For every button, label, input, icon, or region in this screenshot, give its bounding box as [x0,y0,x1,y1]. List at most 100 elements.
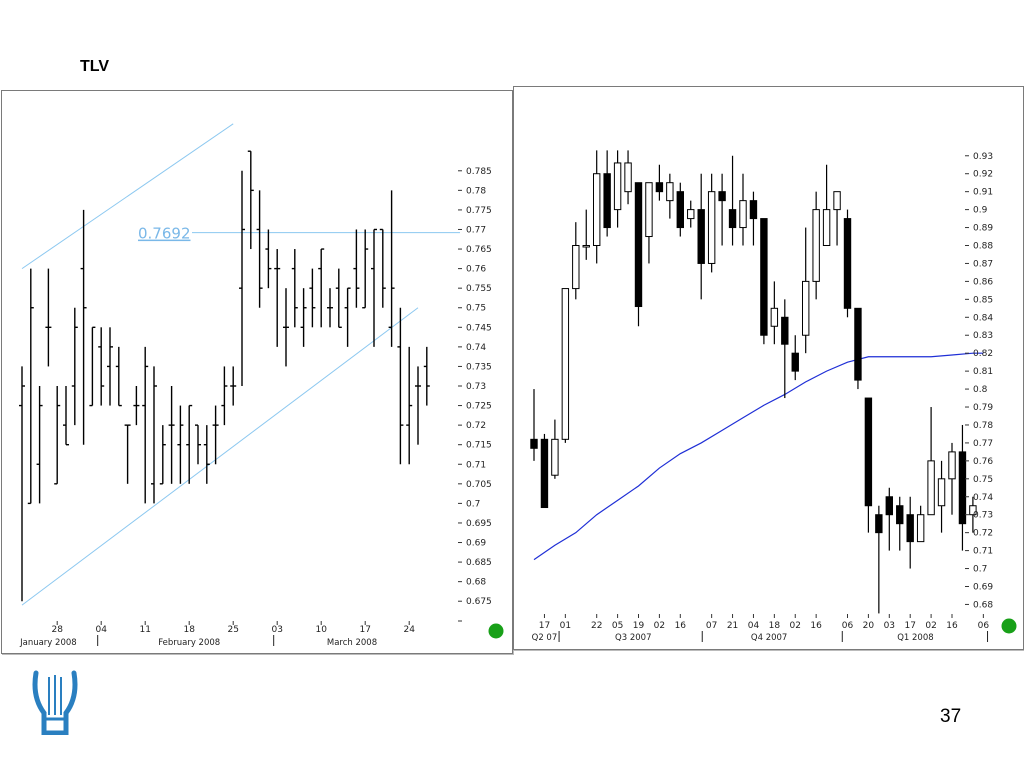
candle-body-down [843,218,852,309]
y-tick-label: 0.77 [973,439,993,449]
y-tick-label: 0.87 [973,259,993,269]
ohlc-bar [151,366,157,504]
y-tick-label: 0.785 [466,167,492,177]
candle-body-down [885,496,894,516]
candle-body-down [760,218,768,336]
y-tick-label: 0.71 [973,547,993,557]
candlestick [958,424,967,551]
candle-body-up [916,514,925,543]
x-tick-label: 20 [863,621,875,631]
candlestick [749,191,758,246]
ohlc-bar [283,288,289,367]
candle-body-down [854,307,862,381]
ohlc-bar [247,150,254,250]
candle-body-up [833,191,841,211]
period-label: Q3 2007 [615,633,651,643]
candle-body-up [937,478,946,507]
y-tick-label: 0.77 [466,225,486,235]
ohlc-bar [423,346,430,406]
candle-body-down [958,451,967,525]
candle-body-down [634,182,643,308]
y-tick-label: 0.72 [466,421,486,431]
y-tick-label: 0.76 [973,457,993,467]
ohlc-bar [45,268,52,367]
y-tick-label: 0.775 [466,206,492,216]
candlestick [603,150,611,237]
candlestick [906,496,914,569]
ohlc-bar [397,307,404,465]
candle-body-up [739,200,747,229]
candlestick [624,150,632,205]
left-price-chart: 0.7692 0.785 0.78 0.775 0.77 0.765 0.76 0.755 0.… [1,90,513,654]
candlestick [896,496,904,551]
right-chart-canvas: 0.93 0.92 0.91 0.9 0.89 0.88 0.87 0.86 0.85 0.84 0… [530,150,1017,643]
y-tick-label: 0.685 [466,558,492,568]
moving-average-line [533,352,984,561]
y-tick-label: 0.715 [466,441,492,451]
x-tick-label: 17 [904,621,915,631]
candlestick [927,407,935,516]
y-tick-label: 0.695 [466,519,492,529]
y-tick-label: 0.75 [973,475,993,485]
ohlc-bar [168,386,175,484]
y-tick-label: 0.705 [466,480,492,490]
ohlc-bar [379,228,386,308]
y-tick-label: 0.81 [973,367,993,377]
y-tick-label: 0.68 [466,578,486,588]
ohlc-bar [327,288,333,328]
y-tick-label: 0.745 [466,323,492,333]
candlestick [676,182,685,237]
ohlc-bar [265,229,272,289]
y-tick-label: 0.755 [466,284,492,294]
y-tick-label: 0.73 [466,382,486,392]
candlestick [885,487,894,551]
y-tick-label: 0.76 [466,265,486,275]
candle-body-down [603,173,611,229]
ohlc-bar [71,307,78,426]
x-tick-label: 22 [591,621,602,631]
ohlc-bar [115,346,122,407]
candlestick [791,335,799,381]
channel-line-upper [21,123,234,270]
candle-body-down [749,200,758,220]
candle-body-up [822,209,831,247]
candlestick [781,299,789,399]
candle-body-up [572,245,580,290]
ohlc-bar [362,229,369,309]
candlestick [770,281,779,345]
x-tick-label: 17 [359,625,370,635]
ohlc-bar [98,327,105,406]
lyre-logo-icon [32,670,78,735]
y-tick-label: 0.79 [973,403,993,413]
x-tick-label: 28 [51,625,63,635]
ohlc-bar [142,346,149,504]
ohlc-bar [274,249,281,347]
candle-body-down [530,438,538,449]
y-tick-label: 0.89 [973,224,993,234]
y-tick-label: 0.88 [973,242,993,252]
candle-body-up [593,173,601,247]
ohlc-bar [318,248,325,328]
ohlc-bar [309,268,316,328]
candle-body-down [655,182,664,193]
candlestick [822,164,831,247]
x-tick-label: 06 [842,621,854,631]
ohlc-bar [406,346,413,465]
x-tick-label: 05 [612,621,623,631]
y-tick-label: 0.7 [466,499,480,509]
x-tick-label: 03 [271,625,282,635]
ohlc-bar [63,386,69,446]
ohlc-bar [353,229,360,308]
y-tick-label: 0.735 [466,362,492,372]
candlestick [760,218,768,345]
x-tick-label: 16 [675,621,687,631]
candlestick [707,173,716,273]
ohlc-bar [230,366,237,406]
candlestick [854,307,862,390]
y-tick-label: 0.84 [973,313,993,323]
x-tick-label: 04 [748,621,760,631]
ohlc-bar [89,326,96,407]
period-label: January 2008 [19,638,77,648]
ohlc-bar [415,366,421,445]
left-chart-canvas: 0.7692 0.785 0.78 0.775 0.77 0.765 0.76 0.755 0.… [19,123,504,648]
